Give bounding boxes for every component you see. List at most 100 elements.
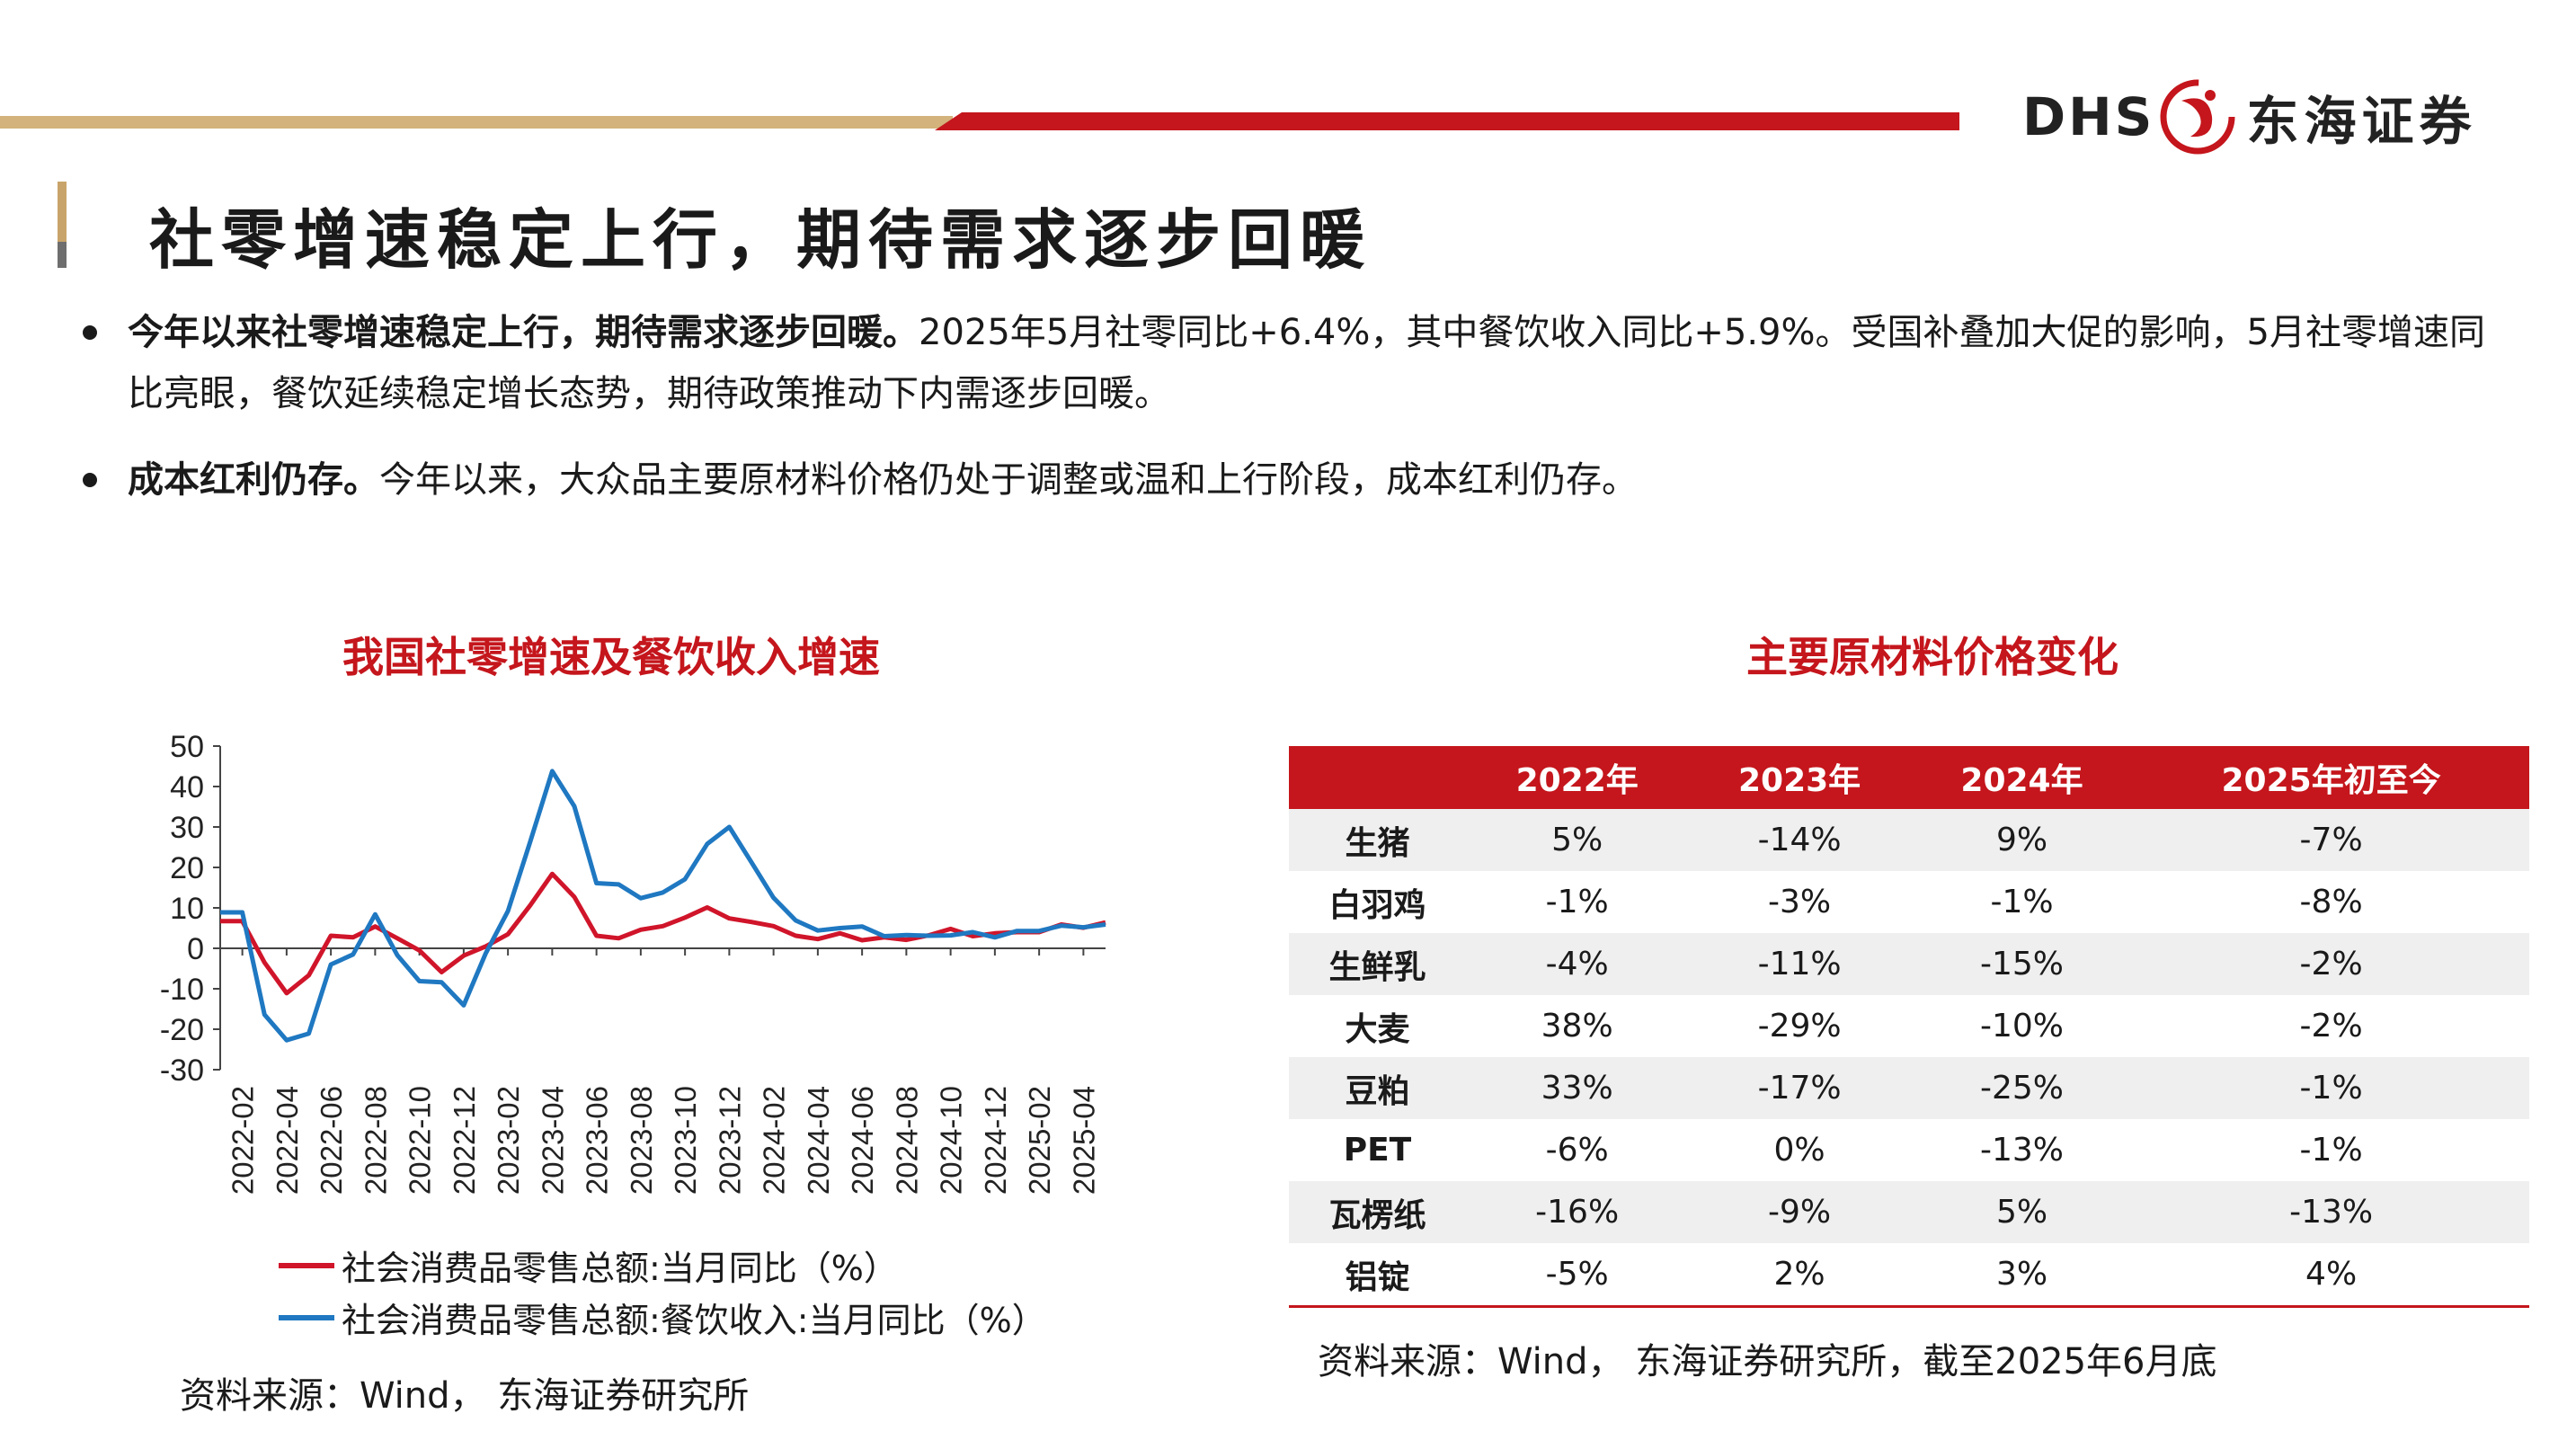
x-tick-label: 2023-10 [669,1086,702,1195]
table-row: 白羽鸡 -1% -3% -1% -8% [1289,871,2529,933]
x-tick-label: 2022-10 [404,1086,437,1195]
table-cell: -9% [1688,1181,1911,1243]
x-tick-label: 2023-08 [625,1086,658,1195]
table-cell: -10% [1980,1008,2065,1045]
table-cell: 0% [1773,1132,1825,1169]
line-chart: 50 40 30 20 10 0 -10 -20 -30 2022-02 2022-04 2022-0… [160,730,1106,1195]
table-cell: -16% [1465,1181,1689,1243]
table-row: 铝锭 -5% 2% 3% 4% [1289,1243,2529,1308]
table-row: 大麦 38% -29% -10% -2% [1289,995,2529,1057]
table-header-cell: 2022年 [1465,746,1689,809]
title-accent-bar [58,182,67,268]
row-label: 铝锭 [1289,1243,1466,1308]
table-cell: -11% [1688,933,1911,995]
series-line-catering [220,769,1106,1043]
table-cell: 5% [1465,809,1689,871]
y-tick-label: 20 [170,851,204,885]
table-header-cell [1289,746,1466,809]
y-tick-label: 40 [170,770,204,805]
table-cell: 38% [1541,1008,1613,1045]
table-cell: -14% [1688,809,1911,871]
legend-swatch-blue [279,1314,334,1320]
company-logo: DHS 东海证券 [2022,72,2535,162]
table-row: 瓦楞纸 -16% -9% 5% -13% [1289,1181,2529,1243]
table-row: 生猪 5% -14% 9% -7% [1289,809,2529,871]
table-cell: -15% [1910,933,2134,995]
y-tick-label: -30 [160,1053,204,1088]
chart-title: 我国社零增速及餐饮收入增速 [342,633,880,681]
header-gold-bar [0,116,953,129]
logo-latin-text: DHS [2022,86,2155,147]
table-cell: -4% [1465,933,1689,995]
x-tick-label: 2022-08 [359,1086,392,1195]
table-cell: -17% [1688,1057,1911,1119]
x-tick-label: 2022-04 [271,1086,304,1195]
table-cell: 2% [1688,1243,1911,1308]
legend-item-retail-sales: 社会消费品零售总额:当月同比（%） [279,1240,898,1290]
table-cell: -1% [1990,884,2054,920]
bullet-item: 今年以来社零增速稳定上行，期待需求逐步回暖。2025年5月社零同比+6.4%，其… [83,302,2492,428]
chart-source-note: 资料来源：Wind， 东海证券研究所 [180,1375,750,1417]
table-cell: 4% [2133,1243,2529,1308]
header-red-bar [935,112,1959,130]
y-tick-label: -10 [160,973,204,1007]
table-cell: -1% [2299,1132,2363,1169]
bullet-dot-icon [83,325,97,340]
bullet-bold-lead: 今年以来社零增速稳定上行，期待需求逐步回暖。 [128,312,919,353]
bullet-dot-icon [83,473,97,487]
table-cell: -25% [1910,1057,2134,1119]
bullet-bold-lead: 成本红利仍存。 [128,459,379,501]
row-label: 白羽鸡 [1328,886,1426,924]
table-cell: 33% [1465,1057,1689,1119]
raw-material-price-table: 2022年 2023年 2024年 2025年初至今 生猪 5% -14% 9% -7%… [1289,746,2529,1308]
table-cell: -6% [1545,1132,1609,1169]
x-tick-label: 2024-02 [758,1086,791,1195]
x-tick-label: 2025-04 [1067,1086,1100,1195]
x-tick-label: 2023-02 [492,1086,525,1195]
table-row: 生鲜乳 -4% -11% -15% -2% [1289,933,2529,995]
row-label: 瓦楞纸 [1289,1181,1466,1243]
table-row: 豆粕 33% -17% -25% -1% [1289,1057,2529,1119]
table-cell: 3% [1910,1243,2134,1308]
x-tick-label: 2024-10 [935,1086,968,1195]
y-tick-label: -20 [160,1013,204,1047]
x-tick-label: 2022-12 [448,1086,481,1195]
table-source-note: 资料来源：Wind， 东海证券研究所，截至2025年6月底 [1318,1341,2217,1382]
table-header-cell: 2023年 [1688,746,1911,809]
x-tick-label: 2023-12 [713,1086,746,1195]
x-tick-label: 2024-08 [890,1086,923,1195]
table-cell: -13% [2133,1181,2529,1243]
x-tick-label: 2023-06 [581,1086,614,1195]
legend-item-catering: 社会消费品零售总额:餐饮收入:当月同比（%） [279,1293,1046,1342]
x-tick-label: 2022-06 [315,1086,348,1195]
row-label: PET [1343,1132,1412,1169]
row-label: 豆粕 [1289,1057,1466,1119]
table-cell: 5% [1910,1181,2134,1243]
x-tick-label: 2024-12 [979,1086,1012,1195]
table-cell: -1% [1545,884,1609,920]
x-tick-label: 2025-02 [1023,1086,1056,1195]
y-tick-label: 0 [187,932,204,966]
y-tick-label: 30 [170,811,204,845]
bullet-text: 成本红利仍存。今年以来，大众品主要原材料价格仍处于调整或温和上行阶段，成本红利仍… [128,449,2492,511]
logo-chinese-text: 东海证券 [2246,91,2477,152]
bullet-item: 成本红利仍存。今年以来，大众品主要原材料价格仍处于调整或温和上行阶段，成本红利仍… [83,449,2492,512]
row-label: 大麦 [1345,1010,1410,1048]
table-cell: -29% [1757,1008,1842,1045]
legend-label: 社会消费品零售总额:当月同比（%） [342,1249,898,1288]
table-header-row: 2022年 2023年 2024年 2025年初至今 [1289,746,2529,809]
table-cell: -13% [1980,1132,2065,1169]
y-tick-label: 10 [170,892,204,926]
table-header-cell: 2025年初至今 [2133,746,2529,809]
row-label: 生猪 [1289,809,1466,871]
dragon-emblem-icon [2160,79,2235,155]
table-cell: -3% [1768,884,1832,920]
row-label: 生鲜乳 [1289,933,1466,995]
bullet-body: 今年以来，大众品主要原材料价格仍处于调整或温和上行阶段，成本红利仍存。 [379,459,1638,501]
bullet-body: 2025年5月社零同比+6.4%，其中餐饮收入同比+5.9%。受国补叠加大促的影… [128,312,2485,414]
table-title: 主要原材料价格变化 [1746,633,2119,681]
bullet-text: 今年以来社零增速稳定上行，期待需求逐步回暖。2025年5月社零同比+6.4%，其… [128,302,2492,424]
table-cell: -5% [1465,1243,1689,1308]
table-cell: -2% [2133,933,2529,995]
table-cell: 9% [1910,809,2134,871]
